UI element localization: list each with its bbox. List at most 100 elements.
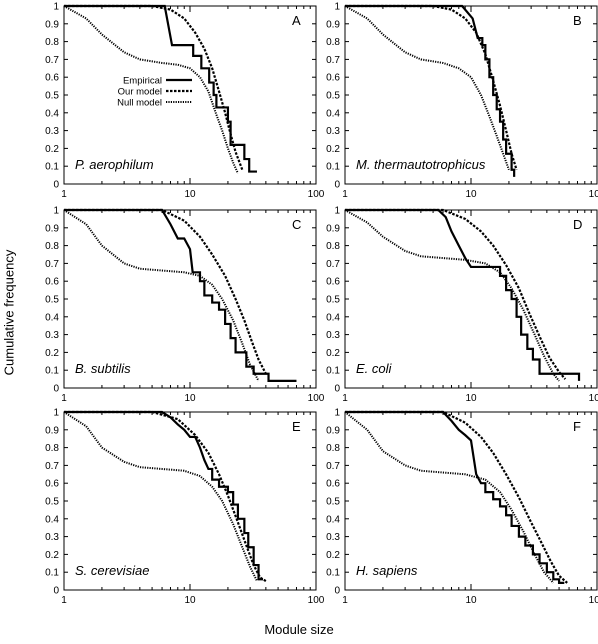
x-tick-label: 10	[465, 393, 477, 404]
y-tick-label: 0.7	[45, 259, 59, 270]
y-axis-label: Cumulative frequency	[1, 249, 17, 376]
series-our-model-line	[345, 208, 567, 380]
y-tick-label: 0.4	[45, 312, 59, 323]
y-tick-label: 0.5	[45, 91, 59, 102]
y-tick-label: 0.5	[326, 295, 340, 306]
y-tick-label: 0.6	[45, 479, 59, 490]
series-null-model-line	[63, 209, 260, 382]
series-our-model-line	[64, 208, 267, 375]
y-tick-label: 0.9	[326, 19, 340, 30]
x-tick-label: 10	[184, 189, 196, 200]
x-tick-label: 10	[465, 189, 477, 200]
y-tick-label: 0.3	[45, 126, 59, 137]
x-tick-label: 100	[308, 595, 325, 606]
y-tick-label: 0.8	[326, 241, 340, 252]
y-tick-label: 0.6	[45, 73, 59, 84]
y-tick-label: 0.6	[45, 277, 59, 288]
series-empirical-line	[64, 208, 297, 382]
y-tick-label: 0.2	[45, 348, 59, 359]
x-tick-label: 10	[184, 595, 196, 606]
y-tick-label: 0.7	[326, 461, 340, 472]
y-tick-label: 0.6	[326, 479, 340, 490]
panel-b: 0 0.1 0.2 0.3 0.4 0.5 0.6 0.7 0.8 0.9 1 1 10 100 B M. t…	[326, 2, 598, 201]
y-tick-label: 0.9	[45, 223, 59, 234]
y-tick-label: 0.9	[45, 19, 59, 30]
y-tick-label: 0.1	[326, 568, 340, 579]
x-tick-label: 1	[61, 595, 67, 606]
series-our-model-line	[64, 410, 267, 583]
y-tick-label: 0.7	[326, 259, 340, 270]
y-tick-label: 1	[334, 408, 340, 419]
series-empirical-line	[64, 410, 264, 581]
legend-label: Our model	[118, 87, 162, 98]
y-tick-label: 0.3	[326, 330, 340, 341]
panel-a: 0 0.1 0.2 0.3 0.4 0.5 0.6 0.7 0.8 0.9 1 1 10 100 A P. a…	[45, 2, 325, 201]
y-tick-label: 0.9	[326, 223, 340, 234]
legend-label: Empirical	[123, 76, 162, 87]
series-our-model-line	[345, 410, 568, 584]
y-tick-label: 0	[334, 384, 340, 395]
y-tick-label: 1	[53, 2, 59, 13]
y-tick-label: 0.4	[326, 514, 340, 525]
y-tick-label: 0.2	[45, 144, 59, 155]
y-tick-label: 0.2	[326, 144, 340, 155]
panel-letter: C	[292, 217, 301, 232]
panel-d: 0 0.1 0.2 0.3 0.4 0.5 0.6 0.7 0.8 0.9 1 1 10 100 D E. c…	[326, 206, 598, 405]
x-tick-label: 100	[308, 189, 325, 200]
y-tick-label: 0	[334, 180, 340, 191]
series-null-model-line	[344, 411, 555, 584]
y-tick-label: 0.5	[326, 497, 340, 508]
y-tick-label: 0.4	[45, 108, 59, 119]
series-null-model-line	[344, 209, 560, 382]
y-tick-label: 0.2	[326, 348, 340, 359]
x-tick-label: 1	[61, 189, 67, 200]
y-tick-label: 0.1	[326, 162, 340, 173]
x-tick-label: 10	[465, 595, 477, 606]
panel-letter: D	[573, 217, 582, 232]
y-tick-label: 1	[334, 206, 340, 217]
y-tick-label: 0.5	[326, 91, 340, 102]
y-tick-label: 0.7	[45, 461, 59, 472]
series-our-model-line	[64, 4, 244, 171]
y-tick-label: 1	[53, 408, 59, 419]
x-axis-label: Module size	[264, 622, 334, 637]
y-tick-label: 0.9	[326, 425, 340, 436]
y-tick-label: 0.8	[45, 241, 59, 252]
legend-label: Null model	[117, 98, 162, 109]
y-tick-label: 0.8	[326, 443, 340, 454]
panel-e: 0 0.1 0.2 0.3 0.4 0.5 0.6 0.7 0.8 0.9 1 1 10 100 E S. c…	[45, 408, 325, 607]
y-tick-label: 0.1	[45, 568, 59, 579]
panel-letter: E	[292, 419, 301, 434]
x-tick-label: 100	[308, 393, 325, 404]
series-empirical-line	[345, 4, 516, 177]
series-null-model-line	[63, 5, 239, 174]
y-tick-label: 0.4	[326, 312, 340, 323]
y-tick-label: 0.3	[45, 330, 59, 341]
y-tick-label: 0.7	[326, 55, 340, 66]
x-tick-label: 100	[589, 393, 598, 404]
y-tick-label: 0.2	[326, 550, 340, 561]
y-tick-label: 0	[53, 384, 59, 395]
x-tick-label: 100	[589, 189, 598, 200]
y-tick-label: 0.5	[45, 497, 59, 508]
y-tick-label: 0.8	[45, 443, 59, 454]
series-empirical-line	[345, 410, 565, 584]
series-our-model-line	[345, 4, 518, 171]
organism-label: E. coli	[356, 361, 393, 376]
y-tick-label: 0.6	[326, 73, 340, 84]
y-tick-label: 0.8	[326, 37, 340, 48]
organism-label: B. subtilis	[75, 361, 131, 376]
y-tick-label: 0.7	[45, 55, 59, 66]
panel-c: 0 0.1 0.2 0.3 0.4 0.5 0.6 0.7 0.8 0.9 1 1 10 100 C B. s…	[45, 206, 325, 405]
organism-label: H. sapiens	[356, 563, 418, 578]
organism-label: S. cerevisiae	[75, 563, 149, 578]
y-tick-label: 0.4	[326, 108, 340, 119]
y-tick-label: 0	[334, 586, 340, 597]
x-tick-label: 1	[61, 393, 67, 404]
y-tick-label: 0.1	[45, 366, 59, 377]
y-tick-label: 0.3	[326, 532, 340, 543]
series-null-model-line	[344, 5, 510, 171]
y-tick-label: 0.5	[45, 295, 59, 306]
y-tick-label: 0.9	[45, 425, 59, 436]
